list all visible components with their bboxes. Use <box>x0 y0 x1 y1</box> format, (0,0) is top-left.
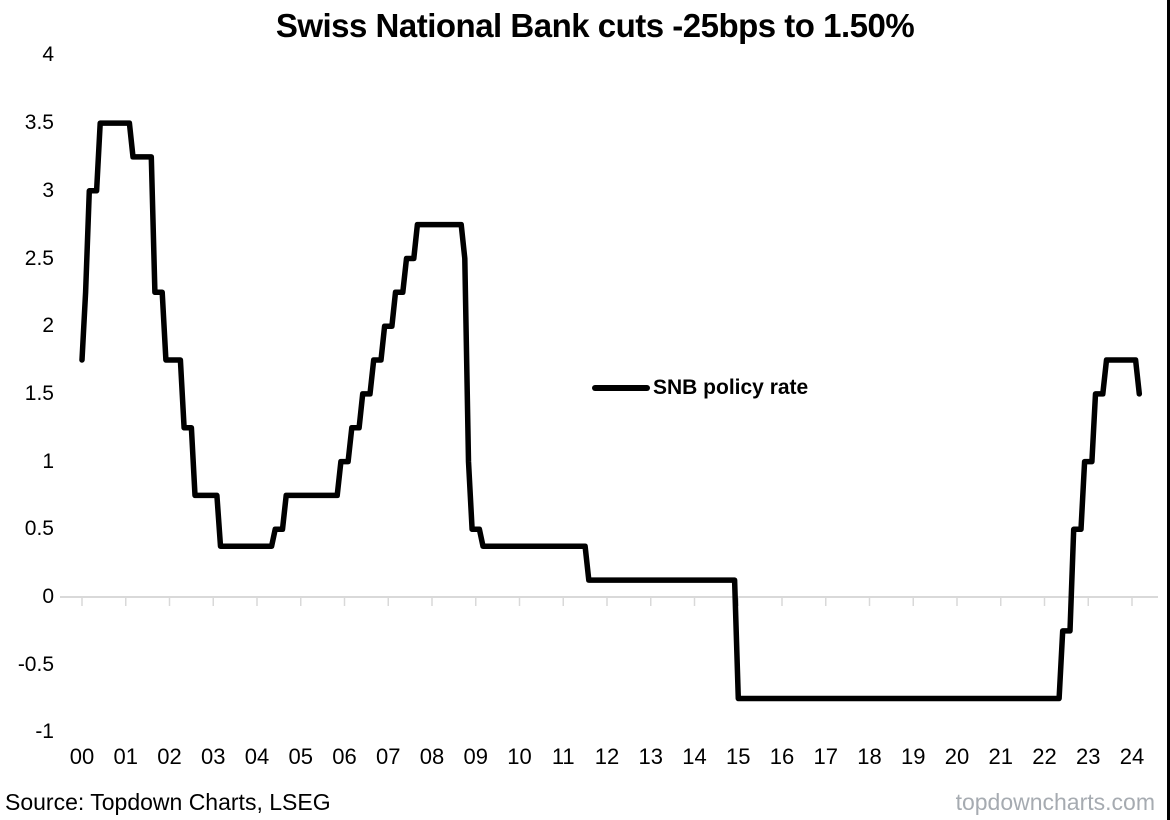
source-note: Source: Topdown Charts, LSEG <box>5 789 331 815</box>
y-axis-tick-label: 2 <box>42 314 54 338</box>
x-axis-tick-label: 01 <box>113 744 138 769</box>
x-axis-tick-label: 11 <box>551 744 575 769</box>
x-axis-tick-label: 22 <box>1032 744 1057 769</box>
x-axis-tick-label: 07 <box>376 744 401 769</box>
x-axis-tick-label: 14 <box>682 744 707 769</box>
y-axis-tick-label: 0.5 <box>24 517 54 541</box>
x-axis-ticks <box>81 598 1133 606</box>
x-axis-tick-label: 08 <box>419 744 445 769</box>
chart-title: Swiss National Bank cuts -25bps to 1.50% <box>275 7 915 44</box>
watermark: topdowncharts.com <box>955 789 1155 815</box>
x-axis-tick-label: 03 <box>201 744 226 769</box>
y-axis-tick-label: 1.5 <box>24 381 54 405</box>
x-axis-tick-label: 23 <box>1076 744 1101 769</box>
x-axis-tick-label: 09 <box>463 744 488 769</box>
y-axis-tick-label: -1 <box>35 720 54 744</box>
x-axis-tick-label: 05 <box>288 744 313 769</box>
x-axis-tick-label: 00 <box>69 744 95 769</box>
x-axis-tick-label: 04 <box>244 744 270 769</box>
x-axis-tick-label: 13 <box>638 744 663 769</box>
x-axis-tick-label: 24 <box>1119 744 1145 769</box>
legend-line-swatch-icon <box>592 385 650 391</box>
x-axis-tick-label: 20 <box>944 744 970 769</box>
y-axis-tick-label: 3.5 <box>24 111 54 135</box>
x-axis-tick-label: 12 <box>594 744 620 769</box>
x-axis-tick-label: 21 <box>988 744 1013 769</box>
y-axis-tick-label: 0 <box>42 585 54 608</box>
legend-label: SNB policy rate <box>653 376 809 399</box>
y-axis-tick-label: -0.5 <box>17 652 54 676</box>
y-axis-tick-label: 2.5 <box>24 246 54 270</box>
x-axis-tick-label: 02 <box>157 744 182 769</box>
y-axis-tick-label: 1 <box>42 449 54 473</box>
x-axis-tick-label: 17 <box>813 744 838 769</box>
x-axis-tick-label: 18 <box>857 744 882 769</box>
x-axis-tick-label: 19 <box>901 744 926 769</box>
x-axis-tick-label: 06 <box>332 744 357 769</box>
right-border-line <box>1167 0 1170 820</box>
x-axis-tick-label: 15 <box>726 744 751 769</box>
x-axis-tick-label: 16 <box>769 744 795 769</box>
y-axis-tick-label: 4 <box>42 43 54 67</box>
x-axis-tick-label: 10 <box>507 744 532 769</box>
policy-rate-line <box>79 120 1143 702</box>
legend: SNB policy rate <box>592 376 808 400</box>
y-axis-tick-label: 3 <box>42 178 54 202</box>
